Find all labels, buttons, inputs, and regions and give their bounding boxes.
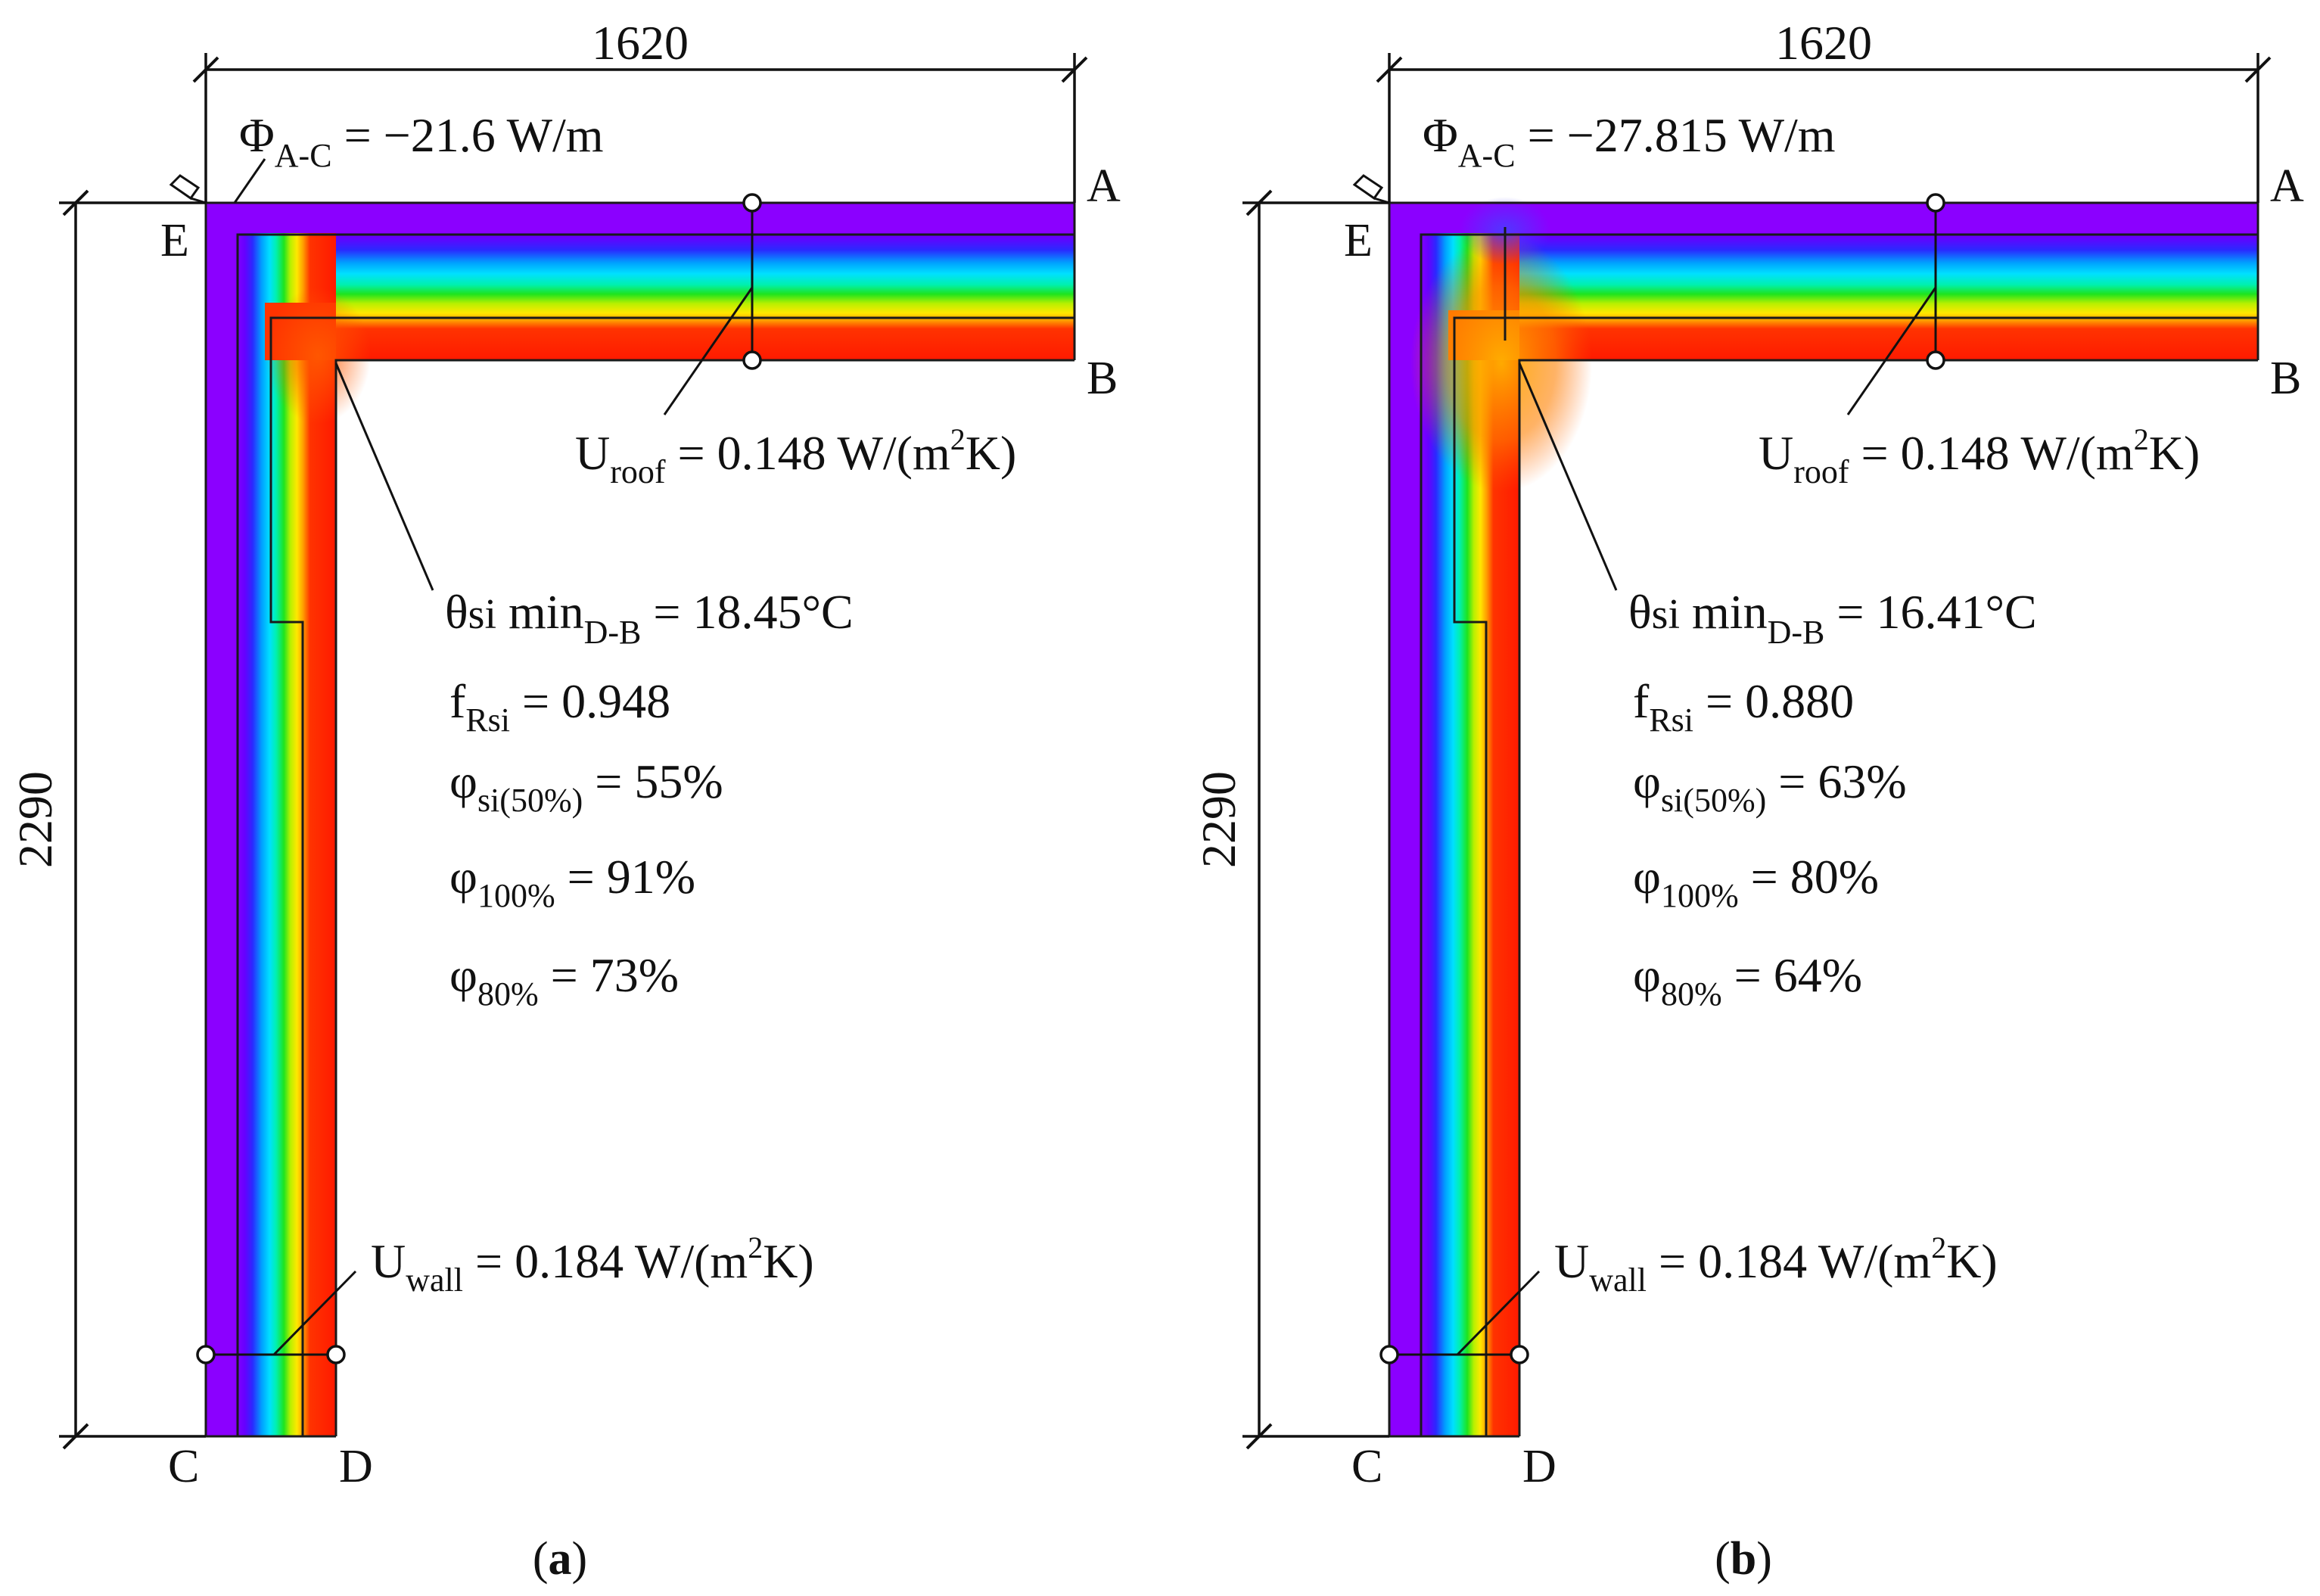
point-b-label: B <box>1087 353 1118 404</box>
roof-probe-top <box>742 193 762 213</box>
phi-annotation: ΦA-C = −21.6 W/m <box>233 108 604 204</box>
wall-probe-left <box>1379 1345 1399 1364</box>
u-roof-text: Uroof = 0.148 W/(m2K) <box>575 422 1016 490</box>
dimension-width: 1620 <box>192 16 1088 203</box>
point-e-label: E <box>1344 215 1373 266</box>
theta-text: θsi minD-B = 18.45°C <box>445 585 854 651</box>
dimension-width: 1620 <box>1376 16 2272 203</box>
dimension-height: 2290 <box>1192 189 1389 1450</box>
phi-si-text: φsi(50%) = 55% <box>449 754 723 819</box>
phi-text: ΦA-C = −27.815 W/m <box>1423 108 1836 174</box>
break-mark <box>169 174 207 204</box>
height-label: 2290 <box>8 771 62 868</box>
roof-probe-bottom <box>1926 350 1945 370</box>
phi-80-text: φ80% = 64% <box>1633 948 1862 1013</box>
width-label: 1620 <box>1775 16 1872 70</box>
f-rsi-text: fRsi = 0.948 <box>449 674 670 739</box>
width-label: 1620 <box>592 16 689 70</box>
phi-100-text: φ100% = 91% <box>449 850 695 914</box>
break-mark <box>1352 174 1390 204</box>
wall-probe-right <box>326 1345 346 1364</box>
u-roof-annotation: Uroof = 0.148 W/(m2K) <box>1759 193 2200 490</box>
point-d-label: D <box>1522 1441 1557 1492</box>
thermal-section <box>1389 197 2258 1436</box>
u-roof-annotation: Uroof = 0.148 W/(m2K) <box>575 193 1016 490</box>
point-b-label: B <box>2270 353 2301 404</box>
roof-probe-top <box>1926 193 1945 213</box>
panel-b: 1620 2290 A B C D E ΦA-C = −27.815 W/m U… <box>1192 16 2304 1585</box>
u-wall-text: Uwall = 0.184 W/(m2K) <box>1554 1230 1998 1299</box>
phi-text: ΦA-C = −21.6 W/m <box>239 108 604 174</box>
panel-a: 1620 2290 A B C D E ΦA-C = −21.6 W/m <box>8 16 1121 1585</box>
surface-results: θsi minD-B = 16.41°C fRsi = 0.880 φsi(50… <box>1518 362 2037 1013</box>
height-label: 2290 <box>1192 771 1246 868</box>
caption-a: (a) <box>533 1533 587 1585</box>
wall-probe-left <box>196 1345 216 1364</box>
phi-100-text: φ100% = 80% <box>1633 850 1879 914</box>
point-c-label: C <box>1351 1441 1382 1492</box>
u-roof-text: Uroof = 0.148 W/(m2K) <box>1759 422 2200 490</box>
point-e-label: E <box>160 215 189 266</box>
u-wall-text: Uwall = 0.184 W/(m2K) <box>371 1230 814 1299</box>
surface-results: θsi minD-B = 18.45°C fRsi = 0.948 φsi(50… <box>334 362 854 1013</box>
wall-probe-right <box>1510 1345 1529 1364</box>
thermal-section <box>206 203 1074 1436</box>
caption-b: (b) <box>1715 1533 1772 1585</box>
roof-probe-bottom <box>742 350 762 370</box>
point-a-label: A <box>2270 160 2304 212</box>
point-d-label: D <box>339 1441 373 1492</box>
phi-si-text: φsi(50%) = 63% <box>1633 754 1907 819</box>
point-c-label: C <box>168 1441 199 1492</box>
phi-80-text: φ80% = 73% <box>449 948 679 1013</box>
point-a-label: A <box>1087 160 1121 212</box>
phi-annotation: ΦA-C = −27.815 W/m <box>1423 108 1836 174</box>
u-wall-annotation: Uwall = 0.184 W/(m2K) <box>196 1230 814 1364</box>
theta-text: θsi minD-B = 16.41°C <box>1628 585 2037 651</box>
f-rsi-text: fRsi = 0.880 <box>1633 674 1854 739</box>
u-wall-annotation: Uwall = 0.184 W/(m2K) <box>1379 1230 1998 1364</box>
dimension-height: 2290 <box>8 189 206 1450</box>
